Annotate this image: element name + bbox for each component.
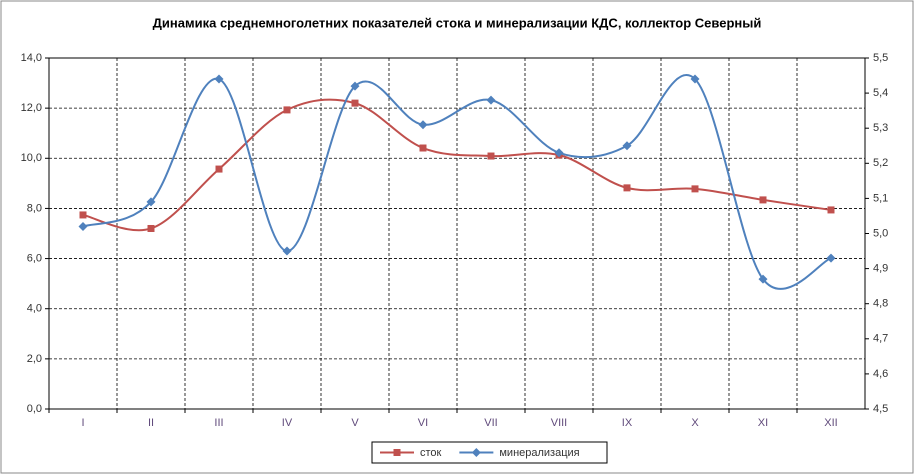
y2-tick-label: 5,4 [873, 87, 888, 99]
x-tick-label: VII [484, 417, 497, 429]
data-point [350, 81, 360, 91]
y2-tick-label: 4,7 [873, 333, 888, 345]
y-tick-label: 14,0 [21, 52, 42, 64]
y-tick-label: 4,0 [27, 303, 42, 315]
data-point [690, 74, 700, 84]
data-point [282, 246, 292, 256]
data-point [147, 224, 155, 232]
y2-tick-label: 4,9 [873, 263, 888, 275]
y2-tick-label: 5,2 [873, 157, 888, 169]
data-point [214, 74, 224, 84]
data-point [623, 184, 631, 192]
y-tick-label: 2,0 [27, 353, 42, 365]
x-tick-label: III [214, 417, 223, 429]
x-tick-label: VIII [551, 417, 568, 429]
legend-marker [393, 449, 401, 456]
y2-tick-label: 4,5 [873, 403, 888, 415]
y-tick-label: 0,0 [27, 403, 42, 415]
x-tick-label: I [81, 417, 84, 429]
data-point [79, 211, 87, 219]
data-point [554, 148, 564, 158]
y-tick-label: 8,0 [27, 202, 42, 214]
data-point [827, 206, 835, 214]
legend-label: минерализация [499, 447, 579, 459]
legend-marker [471, 448, 481, 457]
y2-tick-label: 5,5 [873, 52, 888, 64]
data-point [758, 274, 768, 284]
chart-title: Динамика среднемноголетних показателей с… [153, 15, 762, 30]
data-point [487, 152, 495, 160]
data-point [215, 165, 223, 173]
y2-tick-label: 4,8 [873, 298, 888, 310]
x-tick-label: VI [418, 417, 428, 429]
y2-tick-label: 5,0 [873, 227, 888, 239]
data-point [146, 197, 156, 207]
y-tick-label: 6,0 [27, 252, 42, 264]
x-tick-label: II [148, 417, 154, 429]
y-tick-label: 10,0 [21, 152, 42, 164]
data-point [78, 221, 88, 231]
x-tick-label: V [351, 417, 359, 429]
y2-tick-label: 5,3 [873, 122, 888, 134]
x-tick-label: X [691, 417, 699, 429]
data-point [283, 106, 291, 114]
data-point [691, 185, 699, 193]
x-tick-label: XII [824, 417, 837, 429]
y2-tick-label: 5,1 [873, 192, 888, 204]
x-tick-label: IV [282, 417, 293, 429]
x-tick-label: IX [622, 417, 633, 429]
y2-tick-label: 4,6 [873, 368, 888, 380]
x-tick-label: XI [758, 417, 768, 429]
data-point [418, 120, 428, 130]
data-point [419, 144, 427, 152]
legend-label: сток [420, 447, 442, 459]
data-point [622, 141, 632, 151]
data-point [826, 253, 836, 263]
y-tick-label: 12,0 [21, 102, 42, 114]
data-point [486, 95, 496, 105]
data-point [759, 196, 767, 204]
data-point [351, 99, 359, 107]
